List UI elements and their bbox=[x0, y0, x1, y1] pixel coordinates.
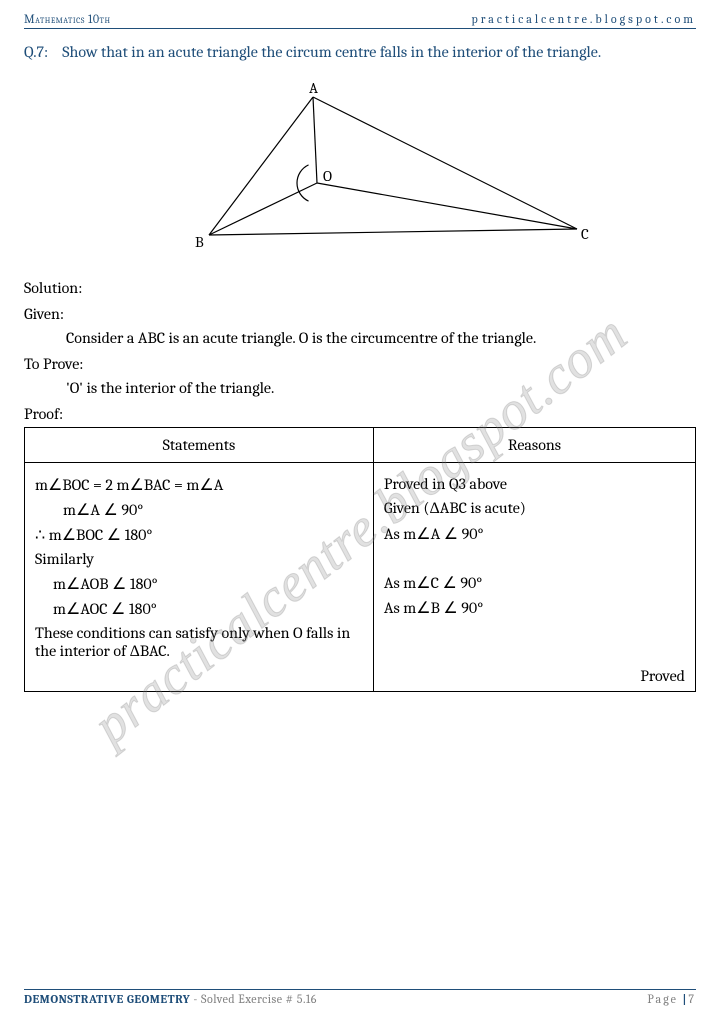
solution-label: Solution: bbox=[24, 279, 696, 297]
proved-label: Proved bbox=[384, 667, 685, 685]
question-text: Show that in an acute triangle the circu… bbox=[62, 43, 696, 61]
stmt-line: m∠AOC ∠ 180° bbox=[35, 599, 363, 618]
reason-line: As m∠A ∠ 90° bbox=[384, 524, 685, 543]
reason-line: Given (ΔABC is acute) bbox=[384, 499, 685, 518]
reason-line: As m∠C ∠ 90° bbox=[384, 573, 685, 592]
stmt-line: ∴ m∠BOC ∠ 180° bbox=[35, 525, 363, 544]
th-statements: Statements bbox=[25, 428, 374, 463]
stmt-line: These conditions can satisfy only when O… bbox=[35, 624, 363, 661]
th-reasons: Reasons bbox=[373, 428, 695, 463]
page: Mathematics 10th practicalcentre.blogspo… bbox=[0, 0, 720, 1018]
statements-cell: m∠BOC = 2 m∠BAC = m∠A m∠A ∠ 90° ∴ m∠BOC … bbox=[25, 463, 374, 692]
svg-text:A: A bbox=[309, 79, 318, 97]
footer-left: DEMONSTRATIVE GEOMETRY - Solved Exercise… bbox=[24, 992, 317, 1006]
reason-line: Proved in Q3 above bbox=[384, 475, 685, 493]
toprove-text: 'O' is the interior of the triangle. bbox=[66, 379, 696, 397]
triangle-svg: A B C O bbox=[125, 79, 595, 255]
footer-page-num: 7 bbox=[688, 992, 696, 1006]
toprove-label: To Prove: bbox=[24, 355, 696, 373]
svg-text:O: O bbox=[323, 167, 332, 185]
stmt-line: Similarly bbox=[35, 550, 363, 568]
header-subject: Mathematics 10th bbox=[24, 12, 111, 26]
header-site: practicalcentre.blogspot.com bbox=[471, 12, 696, 26]
svg-text:C: C bbox=[581, 225, 589, 243]
triangle-figure: A B C O bbox=[24, 79, 696, 255]
table-row: m∠BOC = 2 m∠BAC = m∠A m∠A ∠ 90° ∴ m∠BOC … bbox=[25, 463, 696, 692]
footer-exercise: - Solved Exercise # 5.16 bbox=[190, 992, 317, 1006]
reason-line: As m∠B ∠ 90° bbox=[384, 598, 685, 617]
proof-label: Proof: bbox=[24, 405, 696, 423]
given-label: Given: bbox=[24, 305, 696, 323]
page-header: Mathematics 10th practicalcentre.blogspo… bbox=[24, 12, 696, 29]
footer-topic: DEMONSTRATIVE GEOMETRY bbox=[24, 992, 190, 1006]
footer-right: Page |7 bbox=[647, 992, 696, 1006]
proof-table: Statements Reasons m∠BOC = 2 m∠BAC = m∠A… bbox=[24, 427, 696, 692]
svg-text:B: B bbox=[195, 233, 204, 251]
given-text: Consider a ABC is an acute triangle. O i… bbox=[66, 329, 696, 347]
question: Q.7: Show that in an acute triangle the … bbox=[24, 43, 696, 61]
stmt-line: m∠BOC = 2 m∠BAC = m∠A bbox=[35, 475, 363, 494]
page-footer: DEMONSTRATIVE GEOMETRY - Solved Exercise… bbox=[24, 989, 696, 1006]
question-number: Q.7: bbox=[24, 43, 48, 61]
stmt-line: m∠AOB ∠ 180° bbox=[35, 574, 363, 593]
footer-page-prefix: Page bbox=[647, 992, 682, 1006]
stmt-line: m∠A ∠ 90° bbox=[35, 500, 363, 519]
reasons-cell: Proved in Q3 above Given (ΔABC is acute)… bbox=[373, 463, 695, 692]
